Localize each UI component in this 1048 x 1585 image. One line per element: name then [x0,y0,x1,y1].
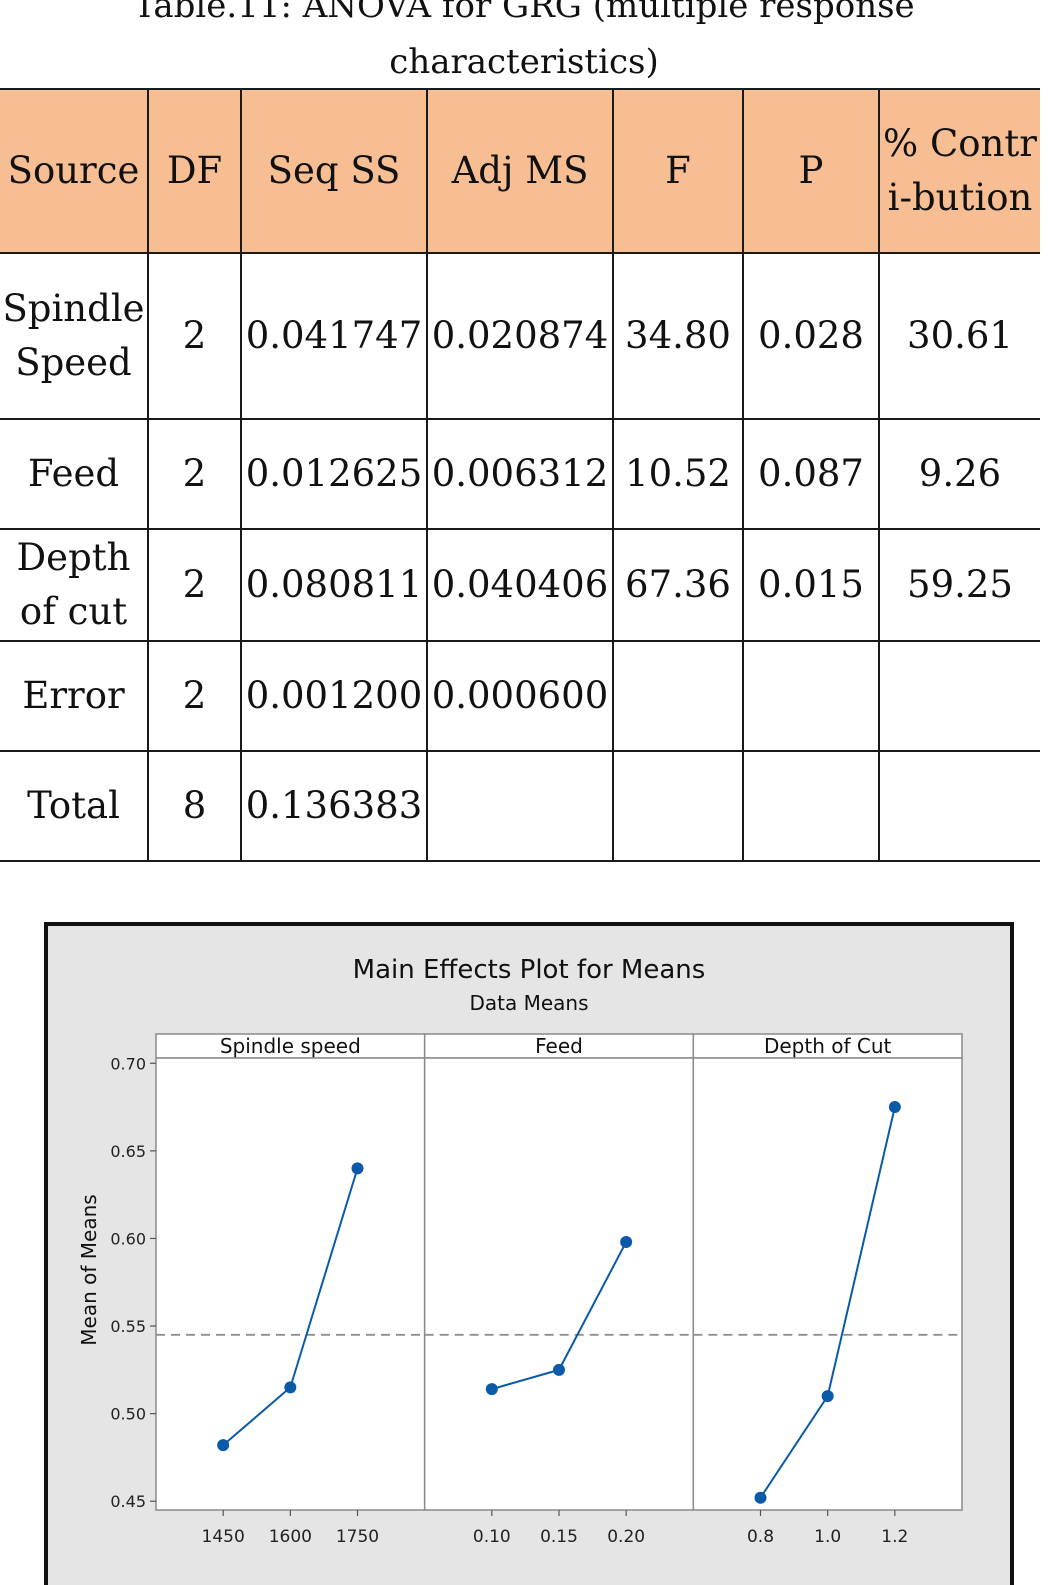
y-tick-label: 0.45 [110,1492,146,1511]
table-row: Error 2 0.001200 0.000600 [0,640,1040,752]
cell-df: 2 [147,418,242,530]
cell-f: 10.52 [612,418,744,530]
header-f: F [612,88,744,254]
anova-table: Source DF Seq SS Adj MS F P % Contri-but… [0,88,1040,862]
cell-source: Depth of cut [0,528,149,642]
cell-df: 2 [147,528,242,642]
y-axis-label: Mean of Means [77,1194,101,1345]
main-effects-chart: Main Effects Plot for Means Data Means M… [44,922,1014,1585]
panel-strip [155,1033,426,1059]
chart-title: Main Effects Plot for Means [353,955,706,985]
y-tick-label: 0.70 [110,1054,146,1073]
cell-adj-ms: 0.020874 [426,252,614,420]
y-tick-label: 0.50 [110,1405,146,1424]
cell-adj-ms: 0.006312 [426,418,614,530]
header-seq-ss: Seq SS [240,88,428,254]
y-tick-label: 0.65 [110,1142,146,1161]
x-tick-label: 0.8 [747,1527,774,1547]
table-header-row: Source DF Seq SS Adj MS F P % Contri-but… [0,88,1040,254]
cell-seq-ss: 0.041747 [240,252,428,420]
panel-plot-area [692,1057,963,1511]
data-point [821,1390,834,1403]
data-point [485,1383,498,1396]
cell-adj-ms [426,750,614,862]
table-row: Feed 2 0.012625 0.006312 10.52 0.087 9.2… [0,418,1040,530]
table-caption-line1: Table.11: ANOVA for GRG (multiple respon… [133,0,915,26]
cell-df: 2 [147,640,242,752]
panel-plot-area [155,1057,426,1511]
x-tick-label: 1.2 [881,1527,908,1547]
cell-p [742,640,880,752]
cell-f [612,640,744,752]
cell-p: 0.028 [742,252,880,420]
data-point [888,1101,901,1114]
data-point [284,1381,297,1394]
cell-source: Error [0,640,149,752]
table-caption-line2: characteristics) [389,42,659,82]
data-point [351,1162,364,1175]
panel-label: Depth of Cut [764,1034,892,1058]
cell-seq-ss: 0.012625 [240,418,428,530]
cell-df: 2 [147,252,242,420]
cell-adj-ms: 0.000600 [426,640,614,752]
cell-f: 67.36 [612,528,744,642]
cell-contribution [878,750,1040,862]
x-tick-label: 0.20 [607,1527,645,1547]
chart-subtitle: Data Means [469,991,588,1015]
panel-plot-area [423,1057,695,1511]
cell-source: Total [0,750,149,862]
x-tick-label: 1.0 [814,1527,841,1547]
cell-source: Spindle Speed [0,252,149,420]
data-point [217,1439,230,1452]
cell-p: 0.015 [742,528,880,642]
x-tick-label: 1450 [202,1527,245,1547]
cell-p [742,750,880,862]
header-contribution: % Contri-bution [878,88,1040,254]
header-source: Source [0,88,149,254]
x-tick-label: 1600 [269,1527,312,1547]
cell-df: 8 [147,750,242,862]
cell-contribution: 30.61 [878,252,1040,420]
x-tick-label: 0.10 [473,1527,511,1547]
table-caption: Table.11: ANOVA for GRG (multiple respon… [0,0,1048,90]
data-point [754,1491,767,1504]
table-row: Total 8 0.136383 [0,750,1040,862]
cell-contribution: 9.26 [878,418,1040,530]
header-p: P [742,88,880,254]
table-row: Depth of cut 2 0.080811 0.040406 67.36 0… [0,528,1040,642]
cell-seq-ss: 0.001200 [240,640,428,752]
cell-contribution [878,640,1040,752]
cell-p: 0.087 [742,418,880,530]
panel-label: Spindle speed [220,1034,361,1058]
x-tick-label: 0.15 [540,1527,578,1547]
data-point [553,1363,565,1376]
x-tick-label: 1750 [336,1527,379,1547]
cell-adj-ms: 0.040406 [426,528,614,642]
cell-contribution: 59.25 [878,528,1040,642]
header-adj-ms: Adj MS [426,88,614,254]
main-effects-figure: Main Effects Plot for Means Data Means M… [44,922,1014,1585]
cell-f [612,750,744,862]
cell-seq-ss: 0.136383 [240,750,428,862]
data-point [620,1235,633,1248]
cell-source: Feed [0,418,149,530]
panel-label: Feed [535,1034,583,1058]
y-tick-label: 0.60 [110,1229,146,1248]
table-row: Spindle Speed 2 0.041747 0.020874 34.80 … [0,252,1040,420]
y-tick-label: 0.55 [110,1317,146,1336]
cell-seq-ss: 0.080811 [240,528,428,642]
header-df: DF [147,88,242,254]
cell-f: 34.80 [612,252,744,420]
